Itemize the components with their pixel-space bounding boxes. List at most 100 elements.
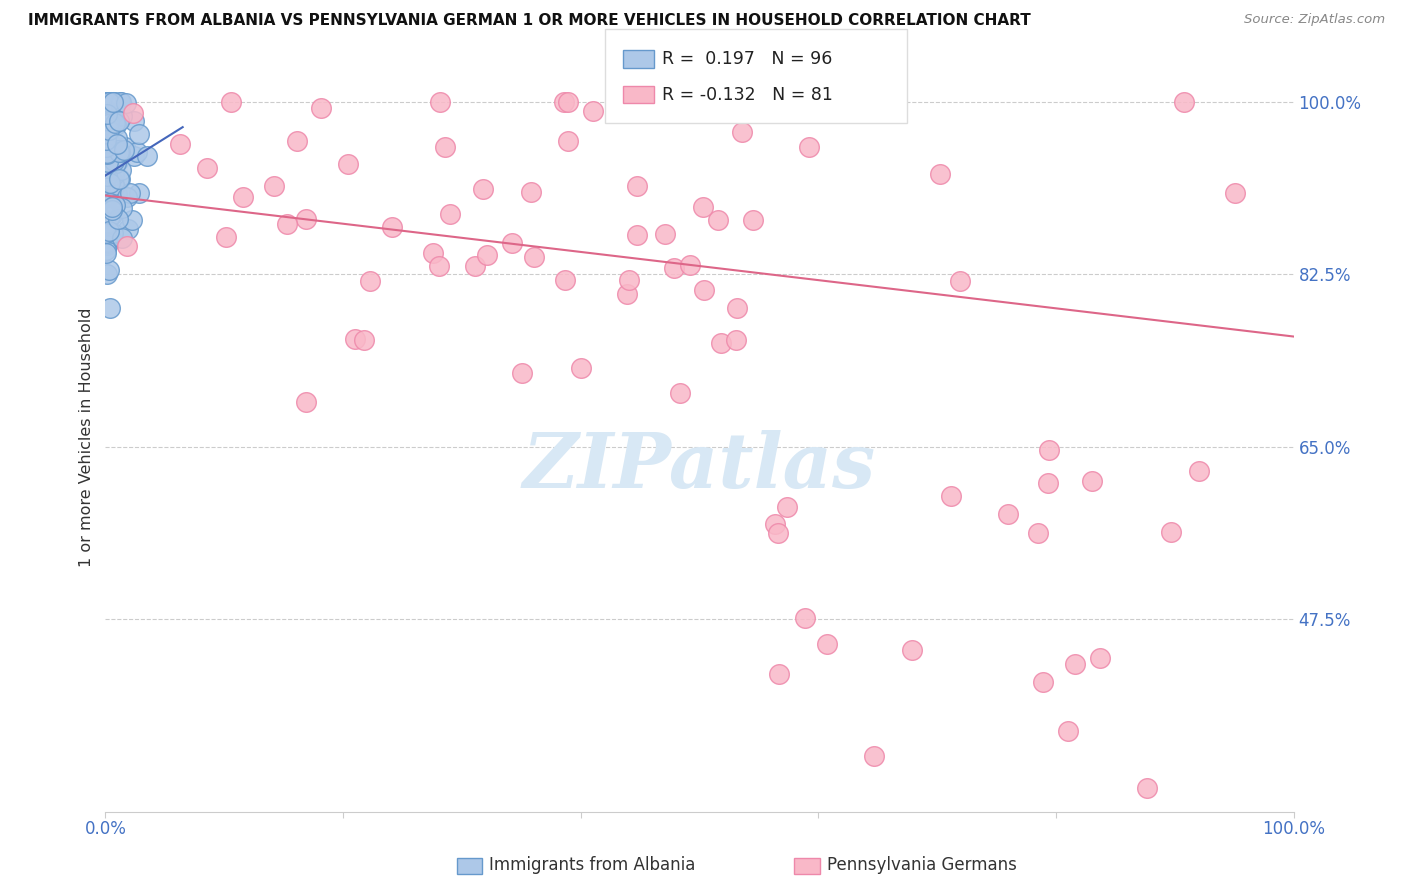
Point (100, 203, 122, 218)
Point (96, 243, 118, 257)
Point (94, 161, 117, 175)
Point (1081, 474, 1104, 488)
Point (98, 209, 121, 223)
Text: 0.0%: 0.0% (84, 820, 127, 838)
Point (128, 186, 150, 201)
Point (439, 207, 461, 221)
Point (581, 104, 603, 119)
Point (101, 208, 124, 222)
Point (96, 117, 118, 131)
Point (702, 95, 724, 109)
Point (96, 140, 118, 154)
Point (101, 182, 124, 196)
Point (619, 273, 641, 287)
Point (107, 211, 129, 226)
Point (135, 149, 157, 163)
Point (128, 127, 150, 141)
Point (1223, 186, 1246, 200)
Point (115, 189, 138, 203)
Text: ZIPatlas: ZIPatlas (523, 430, 876, 504)
Point (104, 116, 127, 130)
Point (103, 95, 125, 109)
Point (678, 258, 700, 272)
Point (127, 145, 149, 159)
Point (941, 489, 963, 503)
Point (98, 145, 121, 159)
Point (103, 178, 125, 192)
Text: Source: ZipAtlas.com: Source: ZipAtlas.com (1244, 13, 1385, 27)
Point (652, 95, 675, 109)
Point (718, 95, 741, 109)
Point (693, 283, 716, 297)
Point (94, 226, 117, 240)
Point (103, 175, 125, 189)
Point (1026, 525, 1049, 540)
Point (1088, 650, 1111, 665)
Point (434, 139, 457, 153)
Point (104, 197, 127, 211)
Point (111, 109, 134, 123)
Text: R = -0.132   N = 81: R = -0.132 N = 81 (662, 86, 834, 103)
Point (1063, 657, 1085, 671)
Point (727, 301, 749, 315)
Point (553, 95, 575, 109)
Point (117, 222, 139, 236)
Point (105, 187, 128, 202)
Point (294, 211, 316, 226)
Point (287, 134, 309, 148)
Point (110, 163, 132, 178)
Point (295, 395, 318, 409)
Point (114, 139, 136, 153)
Point (96, 246, 118, 260)
Point (195, 161, 218, 175)
Point (730, 125, 752, 139)
Point (122, 105, 145, 120)
Point (359, 274, 381, 288)
Point (97, 143, 120, 157)
Point (94, 133, 117, 147)
Point (105, 155, 128, 169)
Point (98, 223, 121, 237)
Point (1188, 464, 1211, 478)
Point (96, 146, 118, 161)
Text: 100.0%: 100.0% (1263, 820, 1324, 838)
Point (115, 96, 138, 111)
Point (100, 159, 122, 173)
Point (108, 172, 131, 186)
Point (107, 154, 129, 169)
Point (520, 185, 543, 199)
Point (96, 161, 118, 175)
Point (122, 114, 145, 128)
Point (353, 334, 375, 348)
Point (100, 95, 122, 109)
Point (108, 95, 131, 109)
Point (103, 95, 125, 109)
Point (117, 239, 139, 253)
Point (96, 146, 118, 161)
Point (96, 153, 118, 168)
Point (343, 332, 366, 346)
Point (501, 236, 523, 251)
Point (1136, 781, 1159, 796)
Point (96, 106, 118, 120)
Point (997, 507, 1019, 521)
Point (101, 200, 124, 214)
Point (662, 261, 685, 276)
Point (793, 610, 815, 624)
Point (105, 130, 128, 145)
Point (110, 95, 132, 109)
Point (429, 95, 451, 109)
Point (775, 500, 797, 514)
Point (309, 101, 332, 115)
Text: IMMIGRANTS FROM ALBANIA VS PENNSYLVANIA GERMAN 1 OR MORE VEHICLES IN HOUSEHOLD C: IMMIGRANTS FROM ALBANIA VS PENNSYLVANIA … (28, 13, 1031, 29)
Point (569, 361, 592, 376)
Point (96, 238, 118, 252)
Point (97, 177, 120, 191)
Point (107, 143, 129, 157)
Point (108, 114, 131, 128)
Point (98, 301, 121, 315)
Point (464, 260, 486, 274)
Point (108, 145, 131, 159)
Point (94, 202, 117, 217)
Point (98, 123, 121, 137)
